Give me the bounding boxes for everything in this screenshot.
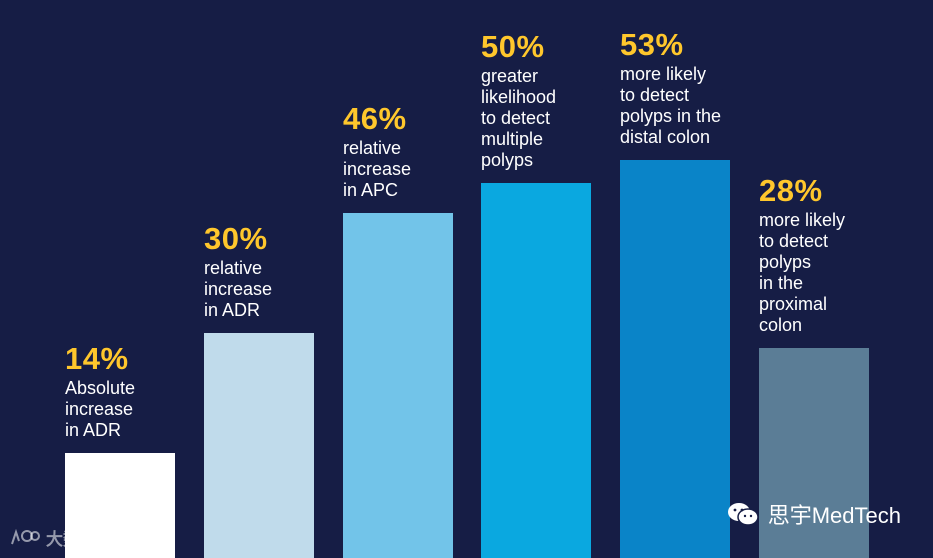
corner-watermark-text: 大数跨境	[46, 530, 114, 549]
bar-label-4: 50% greater likelihood to detect multiple…	[481, 30, 631, 171]
wechat-watermark: 思宇MedTech	[726, 498, 901, 530]
bar-description: more likely to detect polyps in the prox…	[759, 210, 846, 335]
bar-label-6: 28% more likely to detect polyps in the p…	[759, 174, 909, 336]
bar-description: greater likelihood to detect multiple po…	[481, 66, 557, 170]
bar-value-label: 53%	[620, 27, 684, 62]
bar-3	[343, 213, 453, 558]
bar-label-5: 53% more likely to detect polyps in the d…	[620, 28, 770, 148]
bar-description: more likely to detect polyps in the dist…	[620, 64, 722, 147]
bar-6	[759, 348, 869, 558]
bar-value-label: 30%	[204, 221, 268, 256]
bar-label-1: 14% Absolute increase in ADR	[65, 342, 215, 441]
wechat-watermark-text: 思宇MedTech	[767, 503, 901, 528]
bar-description: relative increase in APC	[343, 138, 412, 200]
corner-watermark: 大数跨境	[10, 525, 114, 550]
bar-4	[481, 183, 591, 558]
bar-description: Absolute increase in ADR	[65, 378, 136, 440]
wechat-icon	[727, 503, 759, 526]
bar-label-3: 46% relative increase in APC	[343, 102, 493, 201]
bar-value-label: 28%	[759, 173, 823, 208]
bar-1	[65, 453, 175, 558]
bar-5	[620, 160, 730, 558]
bar-2	[204, 333, 314, 558]
logo-icon	[11, 528, 40, 544]
bar-description: relative increase in ADR	[204, 258, 273, 320]
bar-value-label: 46%	[343, 101, 407, 136]
bar-label-2: 30% relative increase in ADR	[204, 222, 354, 321]
bar-value-label: 14%	[65, 341, 129, 376]
bar-value-label: 50%	[481, 29, 545, 64]
